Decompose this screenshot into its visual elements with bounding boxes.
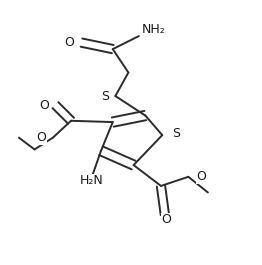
Text: O: O xyxy=(36,131,46,144)
Text: H₂N: H₂N xyxy=(80,174,104,187)
Text: S: S xyxy=(101,90,109,103)
Text: S: S xyxy=(172,127,180,140)
Text: O: O xyxy=(39,99,49,112)
Text: O: O xyxy=(197,170,206,183)
Text: NH₂: NH₂ xyxy=(141,23,165,36)
Text: O: O xyxy=(161,213,171,226)
Text: O: O xyxy=(64,36,74,49)
